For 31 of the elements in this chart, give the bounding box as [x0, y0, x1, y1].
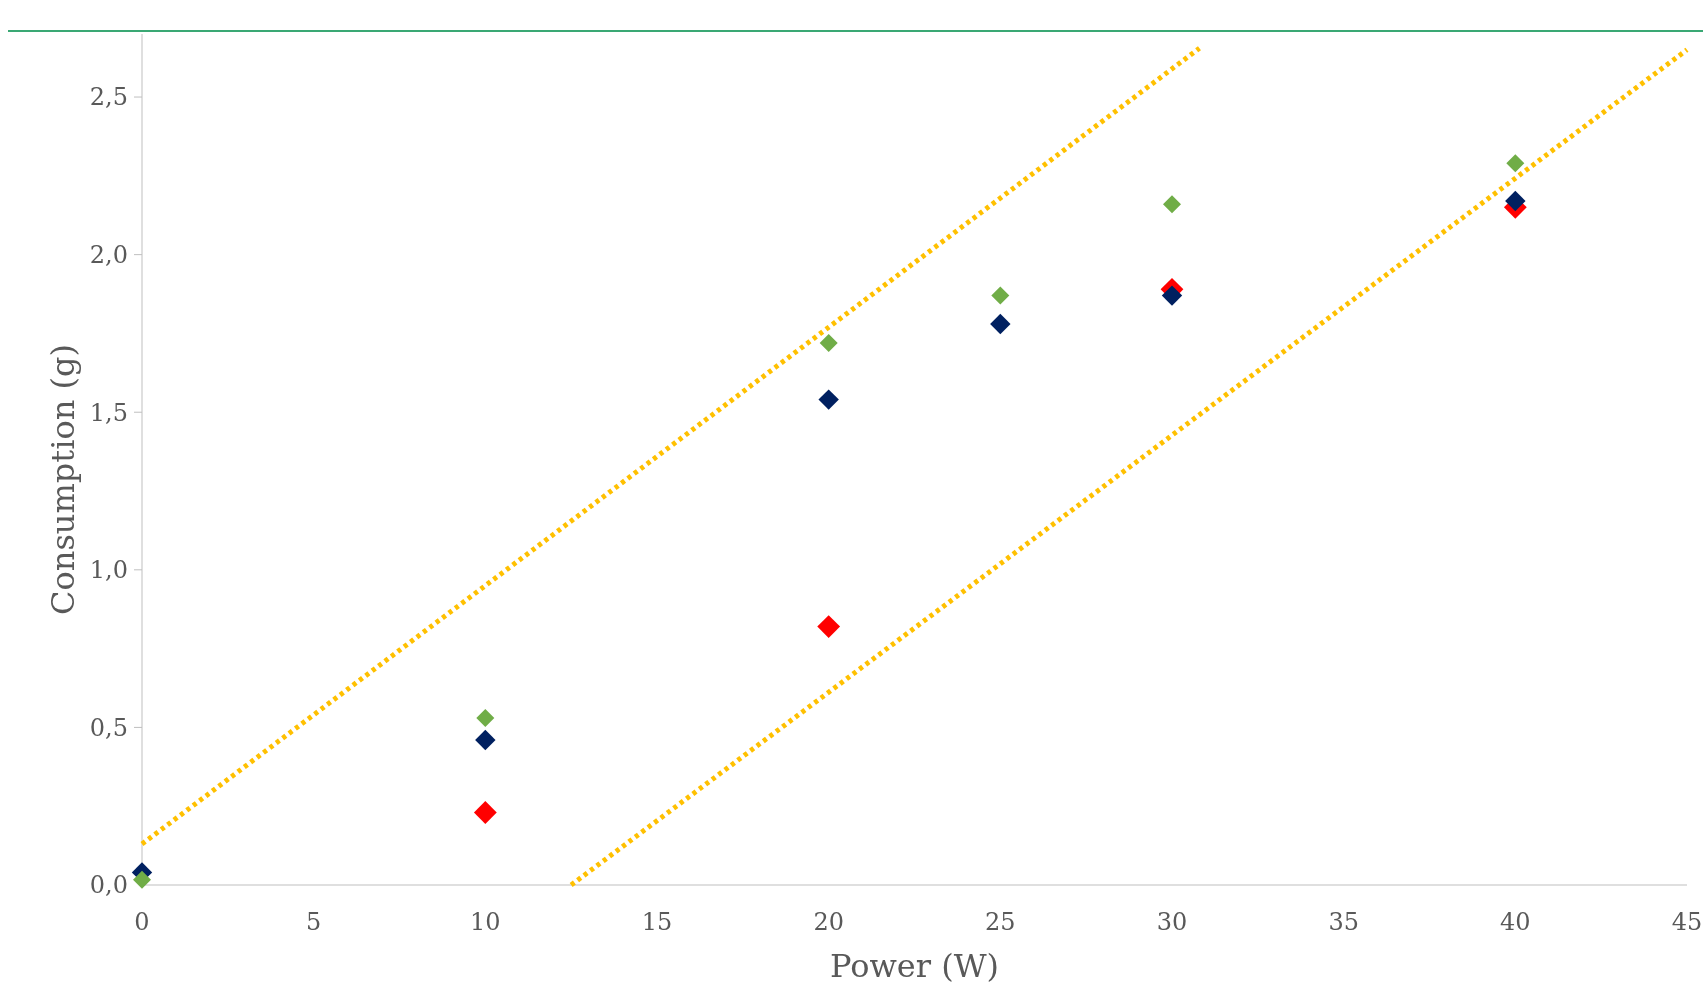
x-tick-label: 35 [1328, 908, 1359, 936]
point [1161, 285, 1183, 306]
point [817, 615, 841, 638]
x-axis-title: Power (W) [829, 947, 1000, 985]
x-tick-label: 45 [1671, 908, 1703, 936]
point [818, 389, 839, 410]
y-axis-title: Consumption (g) [44, 344, 82, 615]
x-tick-label: 30 [1156, 908, 1188, 936]
y-tick-label: 0,0 [89, 871, 128, 900]
y-tick-label: 1,5 [89, 398, 128, 427]
point [133, 870, 151, 889]
y-tick-label: 0,5 [89, 713, 128, 742]
x-tick-label: 5 [306, 908, 322, 936]
point [476, 708, 495, 727]
x-tick-label: 25 [985, 908, 1016, 936]
y-tick-label: 2,0 [89, 241, 128, 270]
y-tick-label: 2,5 [89, 83, 128, 112]
point [819, 333, 838, 352]
point [473, 801, 497, 824]
x-tick-label: 40 [1500, 908, 1531, 936]
point [990, 313, 1011, 335]
point [475, 729, 496, 751]
x-tick-label: 15 [641, 908, 673, 936]
point [1506, 154, 1525, 173]
point [1505, 190, 1526, 212]
x-tick-label: 20 [813, 908, 844, 936]
y-tick-label: 1,0 [89, 556, 128, 585]
point [1163, 195, 1181, 214]
x-tick-label: 0 [134, 908, 150, 936]
x-tick-label: 10 [470, 908, 501, 936]
point [991, 286, 1010, 305]
